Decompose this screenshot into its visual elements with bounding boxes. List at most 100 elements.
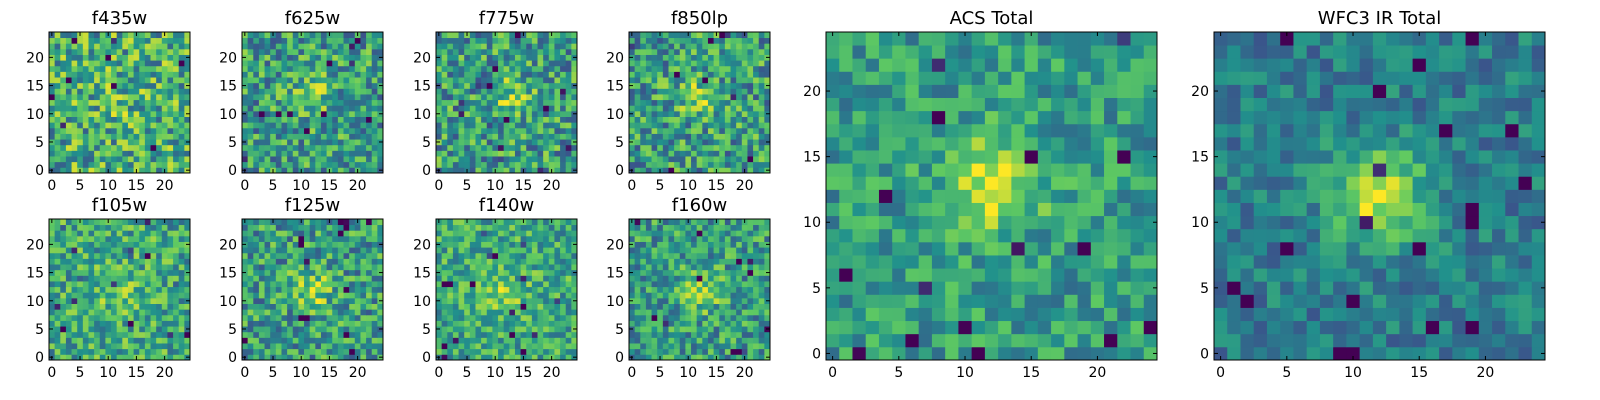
heatmap-cell (360, 156, 367, 163)
heatmap-cell (366, 150, 373, 157)
heatmap-cell (458, 161, 465, 168)
heatmap-cell (99, 144, 106, 151)
heatmap-cell (320, 88, 327, 95)
heatmap-cell (520, 65, 527, 72)
heatmap-cell (111, 343, 118, 350)
heatmap-cell (565, 133, 572, 140)
heatmap-cell (88, 156, 95, 163)
heatmap-cell (548, 235, 555, 242)
heatmap-cell (441, 156, 448, 163)
heatmap-cell (60, 161, 67, 168)
heatmap-cell (657, 122, 664, 129)
heatmap-cell (554, 258, 561, 265)
x-tick-label: 5 (76, 178, 85, 194)
heatmap-cell (514, 167, 521, 174)
heatmap-cell (679, 32, 686, 39)
heatmap-cell (741, 110, 748, 117)
heatmap-cell (167, 133, 174, 140)
heatmap-cell (309, 326, 316, 333)
heatmap-cell (452, 343, 459, 350)
heatmap-cell (167, 60, 174, 67)
heatmap-cell (270, 105, 277, 112)
heatmap-cell (156, 82, 163, 89)
heatmap-cell (360, 94, 367, 101)
heatmap-cell (315, 264, 322, 271)
heatmap-cell (696, 348, 703, 355)
heatmap-cell (509, 110, 516, 117)
heatmap-cell (71, 127, 78, 134)
heatmap-cell (133, 247, 140, 254)
heatmap-cell (54, 281, 61, 288)
heatmap-cell (475, 65, 482, 72)
heatmap-cell (127, 331, 134, 338)
heatmap-cell (258, 252, 265, 259)
heatmap-cell (337, 224, 344, 231)
heatmap-cell (292, 122, 299, 129)
heatmap-cell (514, 224, 521, 231)
heatmap-cell (464, 264, 471, 271)
heatmap-cell (253, 337, 260, 344)
heatmap-cell (514, 331, 521, 338)
heatmap-cell (674, 122, 681, 129)
heatmap-cell (560, 264, 567, 271)
heatmap-cell (509, 156, 516, 163)
heatmap-cell (167, 161, 174, 168)
heatmap-cell (696, 43, 703, 50)
heatmap-cell (332, 116, 339, 123)
heatmap-cell (332, 275, 339, 282)
heatmap-cell (65, 343, 72, 350)
heatmap-cell (247, 139, 254, 146)
heatmap-cell (526, 88, 533, 95)
heatmap-cell (758, 331, 765, 338)
heatmap-cell (469, 331, 476, 338)
heatmap-cell (173, 43, 180, 50)
heatmap-cell (49, 161, 56, 168)
heatmap-cell (514, 65, 521, 72)
heatmap-cell (640, 116, 647, 123)
heatmap-cell (133, 71, 140, 78)
heatmap-cell (105, 144, 112, 151)
heatmap-cell (111, 326, 118, 333)
heatmap-cell (105, 348, 112, 355)
heatmap-cell (60, 292, 67, 299)
heatmap-cell (178, 60, 185, 67)
heatmap-cell (657, 127, 664, 134)
heatmap-cell (492, 77, 499, 84)
heatmap-cell (122, 60, 129, 67)
heatmap-cell (292, 292, 299, 299)
heatmap-cell (668, 275, 675, 282)
heatmap-cell (640, 48, 647, 55)
heatmap-cell (668, 122, 675, 129)
heatmap-cell (320, 286, 327, 293)
heatmap-cell (270, 88, 277, 95)
heatmap-cell (156, 354, 163, 361)
heatmap-cell (543, 71, 550, 78)
heatmap-cell (304, 161, 311, 168)
heatmap-cell (571, 343, 578, 350)
heatmap-cell (116, 43, 123, 50)
heatmap-cell (537, 94, 544, 101)
heatmap-cell (281, 116, 288, 123)
heatmap-cell (514, 48, 521, 55)
heatmap-cell (144, 314, 151, 321)
heatmap-cell (469, 43, 476, 50)
heatmap-cell (447, 161, 454, 168)
heatmap-cell (371, 77, 378, 84)
heatmap-cell (270, 303, 277, 310)
heatmap-cell (156, 320, 163, 327)
heatmap-cell (49, 156, 56, 163)
heatmap-cell (144, 247, 151, 254)
heatmap-cell (702, 127, 709, 134)
heatmap-cell (724, 343, 731, 350)
heatmap-cell (377, 252, 384, 259)
heatmap-cell (503, 275, 510, 282)
heatmap-cell (736, 37, 743, 44)
heatmap-cell (167, 82, 174, 89)
heatmap-cell (486, 219, 493, 226)
heatmap-cell (668, 105, 675, 112)
heatmap-cell (486, 37, 493, 44)
heatmap-cell (685, 281, 692, 288)
heatmap-cell (332, 77, 339, 84)
heatmap-cell (60, 37, 67, 44)
heatmap-cell (657, 326, 664, 333)
